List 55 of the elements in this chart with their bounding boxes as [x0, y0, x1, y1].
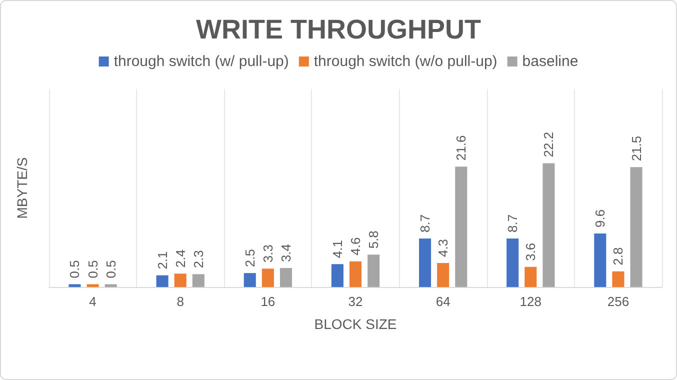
- bar: [280, 268, 292, 287]
- data-label: 4.3: [436, 238, 451, 258]
- legend-label: baseline: [522, 53, 578, 70]
- bar: [630, 167, 642, 287]
- data-label: 2.4: [172, 250, 188, 268]
- x-tick-label: 256: [607, 294, 630, 309]
- data-label: 4.1: [330, 240, 345, 258]
- bar: [437, 263, 450, 287]
- x-tick-label: 8: [176, 294, 184, 309]
- bar: [612, 271, 624, 287]
- data-label: 21.5: [628, 136, 644, 162]
- data-label: 5.8: [366, 230, 382, 249]
- bar: [368, 254, 380, 287]
- bar: [349, 261, 362, 287]
- data-label: 3.3: [260, 244, 276, 263]
- data-label: 9.6: [592, 209, 608, 228]
- data-label: 0.5: [67, 260, 82, 278]
- data-label: 2.8: [610, 247, 626, 266]
- legend-label: through switch (w/ pull-up): [114, 53, 289, 70]
- legend-label: through switch (w/o pull-up): [314, 53, 498, 70]
- bar: [542, 163, 555, 287]
- x-tick-label: 64: [436, 294, 450, 309]
- x-tick-label: 128: [520, 294, 542, 309]
- x-tick-label: 4: [89, 294, 96, 309]
- bar: [262, 268, 274, 287]
- bar: [418, 238, 432, 287]
- data-label: 3.4: [278, 244, 294, 262]
- bar: [524, 266, 537, 287]
- y-axis-title: MBYTE/S: [14, 157, 30, 219]
- bar: [192, 274, 204, 287]
- bar: [86, 284, 99, 287]
- data-label: 2.1: [154, 251, 170, 270]
- data-label: 0.5: [85, 260, 100, 278]
- bar: [104, 284, 117, 287]
- bar: [594, 233, 606, 287]
- data-label: 8.7: [505, 214, 520, 233]
- data-label: 0.5: [103, 260, 118, 278]
- bar: [244, 273, 256, 287]
- data-label: 3.6: [523, 242, 538, 261]
- bar: [174, 274, 186, 287]
- data-label: 4.6: [348, 237, 363, 256]
- data-label: 8.7: [418, 214, 433, 233]
- data-label: 22.2: [541, 132, 556, 158]
- bar: [455, 166, 468, 287]
- bar: [156, 275, 168, 287]
- bar: [331, 264, 344, 287]
- x-tick-label: 32: [348, 294, 363, 309]
- bar: [506, 238, 519, 287]
- chart-title: WRITE THROUGHPUT: [196, 14, 482, 44]
- data-label: 21.6: [454, 135, 469, 161]
- x-axis-title: BLOCK SIZE: [314, 316, 397, 332]
- x-tick-label: 16: [260, 294, 276, 309]
- bar: [68, 284, 81, 287]
- data-label: 2.5: [242, 248, 258, 268]
- data-label: 2.3: [190, 250, 206, 268]
